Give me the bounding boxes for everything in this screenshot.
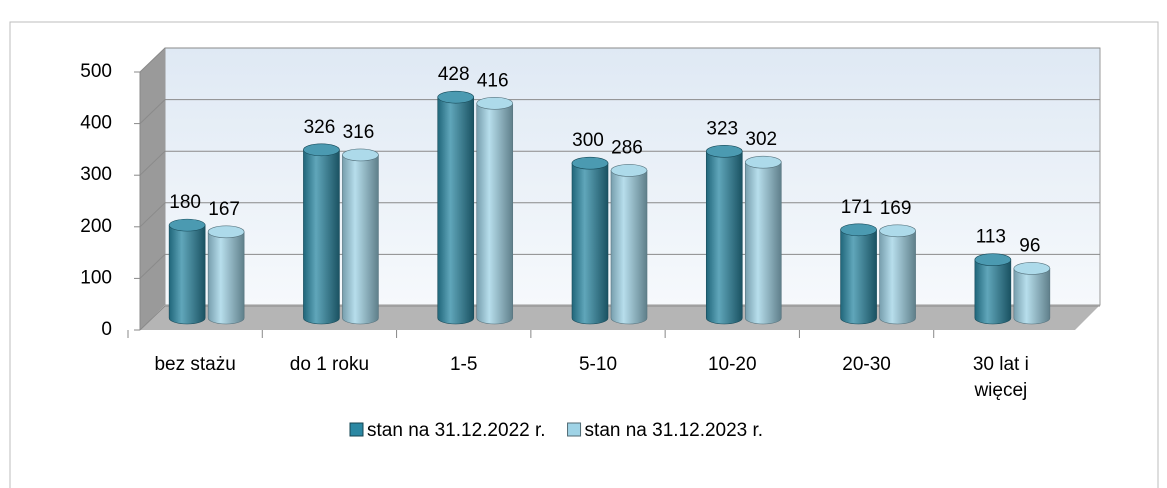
bar-body [610, 170, 648, 325]
bar [168, 218, 206, 325]
bar-top [974, 253, 1012, 266]
y-tick-label: 500 [80, 61, 112, 82]
bar-body [1013, 268, 1051, 325]
bar [342, 148, 379, 325]
bar-body [744, 161, 782, 325]
bar [1013, 262, 1051, 325]
grid-line [139, 150, 166, 176]
data-label: 316 [343, 122, 375, 143]
bar [571, 156, 609, 325]
data-label: 167 [208, 199, 240, 220]
bar-top [207, 225, 245, 239]
grid-line [139, 305, 166, 331]
x-tick-label: 10-20 [707, 354, 757, 375]
data-label: 96 [1019, 235, 1040, 256]
data-label: 286 [611, 137, 643, 158]
bar-top [744, 155, 782, 169]
y-tick-label: 100 [80, 267, 112, 288]
bar-body [303, 149, 340, 325]
bar [303, 143, 340, 325]
x-tick-label: bez stażu [154, 354, 236, 375]
y-tick-label: 300 [80, 164, 112, 185]
bar [974, 253, 1012, 325]
grid-line [139, 254, 166, 279]
grid-line [139, 47, 166, 73]
y-tick-label: 200 [80, 216, 112, 237]
legend-swatch [567, 422, 582, 437]
data-label: 171 [841, 197, 873, 218]
bar [840, 223, 877, 325]
bar-top [705, 145, 743, 158]
x-tick-label: 30 lat i więcej [972, 354, 1029, 401]
data-label: 416 [477, 70, 509, 91]
bar-body [476, 103, 514, 325]
bar-top [437, 90, 475, 104]
bars [168, 90, 1051, 325]
data-label: 169 [880, 198, 912, 219]
data-label: 326 [304, 117, 336, 138]
data-label: 323 [706, 118, 738, 139]
bar-top [476, 97, 514, 110]
legend-swatch [349, 422, 364, 437]
bar-top [879, 224, 916, 238]
data-label: 300 [572, 130, 604, 151]
data-label: 180 [169, 192, 201, 213]
bar-top [1013, 262, 1051, 275]
bar [476, 97, 514, 325]
bar-body [705, 151, 743, 325]
bar-top [840, 223, 877, 237]
x-tick-label: 20-30 [842, 354, 891, 375]
grid-line [139, 202, 166, 228]
bar-top [571, 156, 609, 170]
data-label: 113 [976, 227, 1006, 248]
bar-body [571, 162, 609, 325]
bar-body [437, 96, 475, 325]
y-tick-label: 400 [80, 113, 112, 134]
bar-body [207, 231, 245, 325]
bar-body [342, 154, 379, 325]
x-tick-label: 1-5 [449, 354, 478, 375]
bar-top [168, 218, 206, 232]
bar [744, 155, 782, 325]
bar-body [879, 230, 916, 325]
grid-line [139, 99, 166, 124]
bar-top [342, 148, 379, 162]
bar-top [610, 164, 648, 177]
legend-label: stan na 31.12.2022 r. [367, 420, 546, 441]
data-label: 302 [745, 129, 777, 150]
y-tick-label: 0 [101, 319, 112, 340]
side-wall [140, 48, 165, 330]
data-label: 428 [438, 64, 470, 85]
bar-body [840, 229, 877, 325]
bar [437, 90, 475, 325]
x-tick-label: 5-10 [578, 354, 618, 375]
bar [879, 224, 916, 325]
x-tick-label: do 1 roku [289, 354, 370, 375]
legend-label: stan na 31.12.2023 r. [585, 420, 764, 441]
bar [610, 164, 648, 325]
bar-top [303, 143, 340, 157]
bar-body [168, 224, 206, 325]
bar [207, 225, 245, 325]
bar [705, 145, 743, 325]
bar-body [974, 259, 1012, 325]
